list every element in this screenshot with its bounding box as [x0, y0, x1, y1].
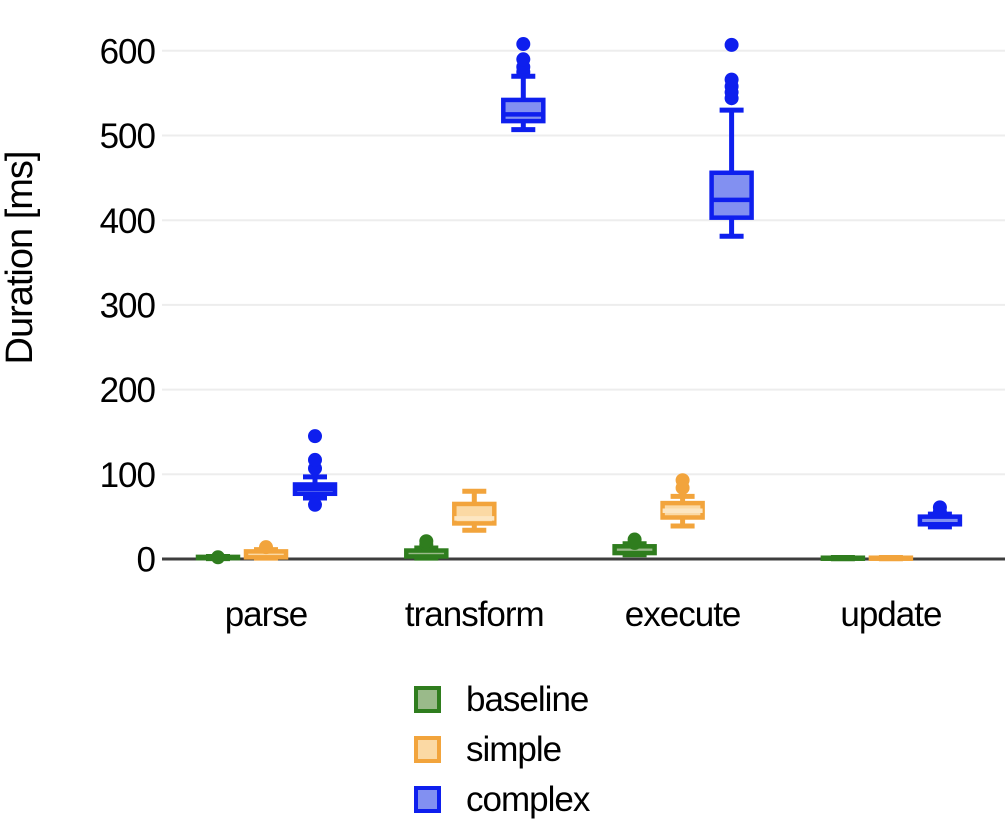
legend: baseline simple complex [414, 674, 590, 824]
x-tick-label-update: update [840, 595, 941, 634]
y-tick-label-100: 100 [100, 456, 156, 495]
outlier-dot [308, 452, 322, 467]
box-baseline-update [820, 554, 866, 562]
legend-item-complex: complex [414, 774, 590, 824]
legend-label-complex: complex [466, 779, 590, 819]
box-baseline-parse [195, 550, 241, 565]
x-tick-label-execute: execute [625, 595, 741, 634]
outlier-dot [259, 540, 273, 555]
x-tick-label-parse: parse [225, 595, 308, 634]
legend-label-simple: simple [466, 729, 562, 769]
outlier-dot [627, 532, 642, 547]
x-tick-labels: parse transform execute update [225, 595, 943, 634]
box-baseline-transform [404, 534, 449, 561]
outlier-dot [308, 497, 322, 512]
box-simple-transform [452, 488, 497, 533]
outlier-dot [675, 473, 690, 488]
outlier-dot [419, 534, 434, 549]
x-tick-label-transform: transform [405, 595, 544, 634]
legend-item-baseline: baseline [414, 674, 589, 724]
outlier-dot [516, 52, 531, 67]
boxplots [195, 37, 963, 565]
y-tick-label-300: 300 [100, 287, 156, 326]
gridlines [162, 49, 1005, 476]
box-complex-execute [709, 37, 754, 239]
box-simple-parse [243, 540, 289, 561]
legend-label-baseline: baseline [466, 679, 589, 719]
legend-item-simple: simple [414, 724, 589, 774]
outlier-dot [724, 37, 739, 52]
y-tick-label-200: 200 [100, 371, 156, 410]
simple-swatch-icon [414, 735, 441, 763]
outlier-dot [724, 72, 739, 87]
outlier-dot [932, 500, 947, 515]
y-tick-label-400: 400 [100, 202, 156, 241]
outlier-dot [308, 429, 322, 444]
box-complex-transform [501, 37, 546, 133]
box-simple-update [868, 554, 914, 562]
box-baseline-execute [612, 532, 657, 558]
y-tick-labels: 0 100 200 300 400 500 600 [100, 32, 157, 580]
outlier-dot [211, 550, 225, 565]
box-complex-parse [292, 429, 338, 512]
complex-swatch-icon [414, 785, 441, 813]
y-tick-label-500: 500 [100, 117, 156, 156]
y-tick-label-0: 0 [137, 541, 156, 580]
baseline-swatch-icon [414, 685, 441, 713]
y-axis-title: Duration [ms] [0, 152, 41, 365]
box-complex-update [917, 500, 963, 530]
y-tick-label-600: 600 [100, 32, 156, 71]
box-simple-execute [660, 473, 705, 529]
boxplot-chart: 0 100 200 300 400 500 600 parse transform execut… [0, 32, 1005, 634]
outlier-dot [516, 37, 531, 52]
